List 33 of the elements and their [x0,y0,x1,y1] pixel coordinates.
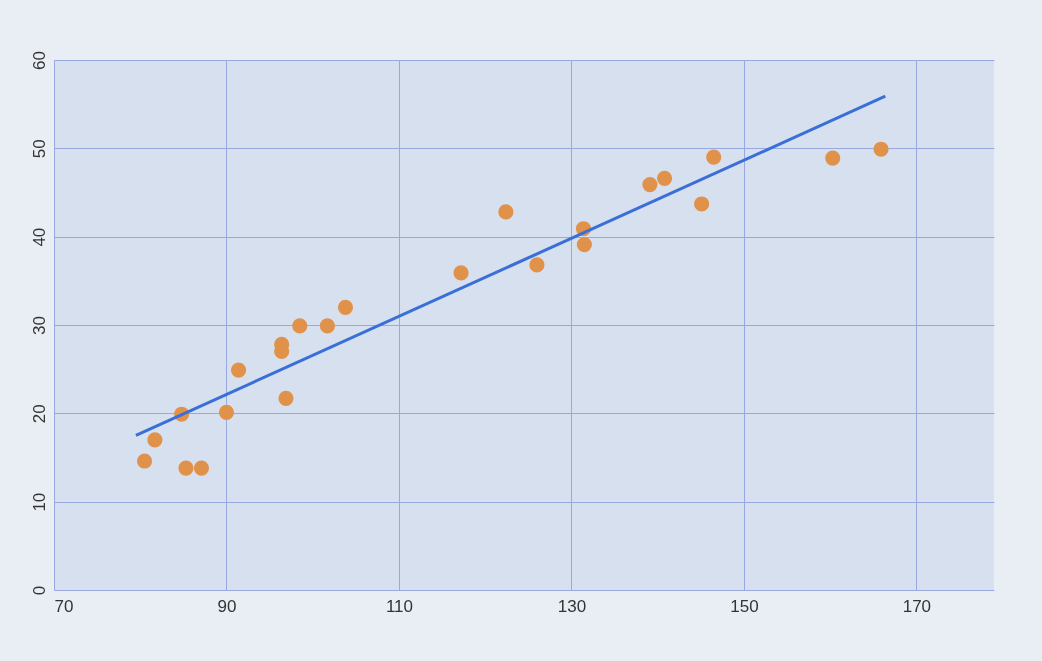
point [825,150,841,166]
x-tick-label: 70 [54,596,74,616]
point [642,176,658,193]
y-tick-label: 60 [29,51,49,70]
y-tick-label: 10 [29,492,49,512]
y-tick-label: 40 [29,227,49,247]
x-tick-label: 110 [385,596,414,616]
point [230,362,247,378]
point [292,318,308,334]
x-tick-label: 170 [902,596,932,616]
point [694,196,710,212]
point [453,265,469,281]
y-tick-label: 50 [29,139,49,159]
point [706,149,722,165]
point [656,170,673,186]
point [337,299,354,315]
y-tick-label: 30 [29,316,49,335]
x-tick-label: 130 [557,596,587,616]
point [498,204,514,220]
point [576,237,592,253]
point [193,460,210,476]
point [136,453,153,469]
point [278,390,294,406]
point [529,257,545,273]
y-tick-label: 20 [29,404,49,424]
point [178,460,194,476]
x-tick-label: 90 [217,596,237,616]
point [319,318,335,334]
point [147,432,163,448]
y-tick-label: 0 [29,585,49,596]
x-tick-label: 150 [730,596,759,616]
point [873,141,889,157]
point [218,404,235,421]
